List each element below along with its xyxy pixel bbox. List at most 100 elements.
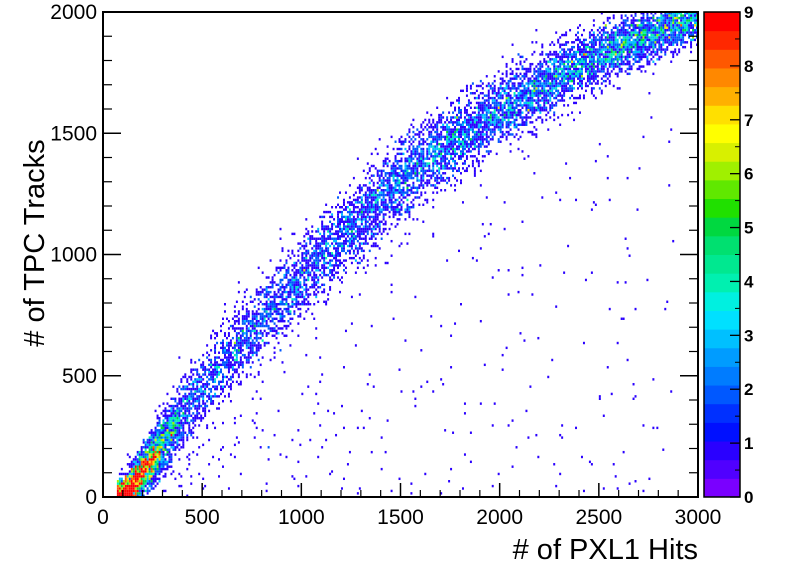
heatmap-cell (374, 210, 377, 214)
heatmap-cell (237, 281, 240, 284)
heatmap-cell (158, 446, 161, 449)
heatmap-cell (259, 332, 262, 335)
heatmap-cell (519, 55, 522, 59)
heatmap-cell (582, 50, 585, 54)
heatmap-cell (561, 94, 564, 97)
heatmap-cell (561, 62, 564, 66)
heatmap-cell (444, 172, 447, 175)
heatmap-cell (430, 145, 433, 148)
heatmap-cell (192, 395, 195, 398)
heatmap-cell (580, 87, 583, 90)
heatmap-cell (608, 21, 611, 25)
heatmap-cell (580, 72, 583, 76)
heatmap-cell (358, 235, 361, 238)
heatmap-cell (559, 43, 562, 46)
heatmap-cell (406, 191, 409, 194)
heatmap-cell (650, 24, 653, 27)
heatmap-cell (628, 33, 631, 37)
heatmap-cell (517, 92, 520, 95)
heatmap-cell (646, 38, 649, 42)
heatmap-cell (440, 142, 443, 146)
heatmap-cell (473, 118, 476, 122)
heatmap-cell (430, 155, 433, 158)
heatmap-cell (616, 43, 619, 46)
heatmap-cell (321, 254, 324, 257)
heatmap-cell (313, 264, 316, 267)
heatmap-cell (551, 92, 554, 95)
heatmap-cell (606, 33, 609, 37)
heatmap-cell (346, 227, 349, 231)
heatmap-cell (533, 106, 536, 109)
heatmap-cell (122, 492, 125, 495)
heatmap-cell (477, 164, 480, 168)
heatmap-cell (600, 28, 603, 32)
heatmap-cell (499, 92, 502, 95)
heatmap-cell (327, 273, 330, 277)
heatmap-cell (598, 62, 601, 66)
heatmap-cell (640, 24, 643, 27)
heatmap-cell (660, 24, 663, 27)
heatmap-cell (281, 298, 284, 301)
heatmap-cell (299, 283, 302, 287)
heatmap-cell (372, 242, 375, 245)
heatmap-cell (596, 70, 599, 73)
heatmap-cell (265, 286, 268, 289)
heatmap-cell (563, 94, 566, 97)
heatmap-cell (378, 196, 381, 199)
heatmap-cell (400, 203, 403, 206)
heatmap-cell (624, 55, 627, 59)
heatmap-cell (269, 281, 272, 284)
heatmap-cell (315, 264, 318, 267)
heatmap-cell (182, 436, 185, 439)
heatmap-cell (436, 130, 439, 134)
heatmap-cell (529, 101, 532, 105)
heatmap-cell (237, 310, 240, 313)
heatmap-cell (156, 458, 159, 461)
heatmap-cell (376, 193, 379, 197)
heatmap-cell (245, 288, 248, 291)
heatmap-cell (614, 55, 617, 59)
heatmap-cell (269, 286, 272, 289)
heatmap-cell (267, 290, 270, 294)
heatmap-cell (505, 82, 508, 85)
heatmap-cell (275, 293, 278, 296)
heatmap-cell (368, 218, 371, 221)
heatmap-cell (573, 53, 576, 56)
heatmap-cell (549, 87, 552, 90)
heatmap-cell (501, 125, 504, 129)
heatmap-cell (406, 164, 409, 168)
heatmap-cell (600, 12, 603, 15)
heatmap-cell (142, 446, 145, 449)
heatmap-cell (477, 96, 480, 100)
heatmap-cell (582, 38, 585, 42)
heatmap-cell (194, 368, 197, 371)
heatmap-cell (644, 24, 647, 27)
heatmap-cell (420, 155, 423, 158)
heatmap-cell (628, 31, 631, 34)
heatmap-cell (465, 167, 468, 170)
heatmap-cell (539, 99, 542, 102)
heatmap-cell (527, 111, 530, 114)
heatmap-cell (176, 416, 179, 420)
heatmap-cell (684, 16, 687, 20)
heatmap-cell (406, 159, 409, 163)
heatmap-cell (549, 106, 552, 109)
heatmap-cell (493, 121, 496, 124)
heatmap-cell (624, 38, 627, 42)
heatmap-cell (138, 460, 141, 464)
heatmap-cell (662, 28, 665, 32)
heatmap-cell (313, 290, 316, 294)
heatmap-cell (555, 67, 558, 71)
heatmap-cell (245, 344, 248, 347)
heatmap-cell (638, 45, 641, 49)
heatmap-cell (618, 70, 621, 73)
heatmap-cell (241, 300, 244, 303)
heatmap-cell (327, 247, 330, 250)
heatmap-cell (372, 227, 375, 231)
heatmap-cell (416, 147, 419, 151)
heatmap-cell (509, 77, 512, 80)
heatmap-cell (337, 213, 340, 216)
heatmap-cell (164, 472, 167, 476)
heatmap-cell (392, 206, 395, 209)
heatmap-cell (582, 41, 585, 44)
